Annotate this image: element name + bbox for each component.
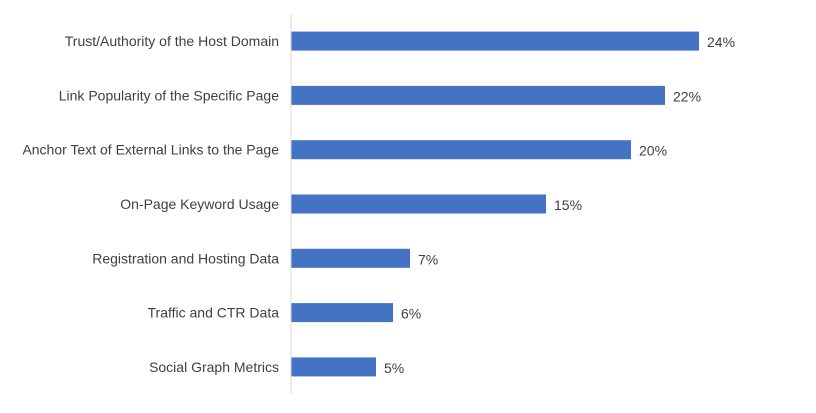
bars-layer xyxy=(291,31,699,377)
category-label: On-Page Keyword Usage xyxy=(120,196,279,212)
value-label: 15% xyxy=(554,197,582,213)
value-label: 5% xyxy=(384,360,404,376)
bar-3 xyxy=(291,194,546,214)
value-label: 20% xyxy=(639,143,667,159)
category-label: Anchor Text of External Links to the Pag… xyxy=(22,142,279,158)
category-label: Registration and Hosting Data xyxy=(92,250,279,266)
bar-2 xyxy=(291,140,631,160)
category-label: Traffic and CTR Data xyxy=(148,305,280,321)
bar-5 xyxy=(291,303,393,323)
value-labels-layer: 24% 22% 20% 15% 7% 6% 5% xyxy=(384,34,735,376)
bar-1 xyxy=(291,85,665,105)
category-label: Trust/Authority of the Host Domain xyxy=(65,33,279,49)
bar-6 xyxy=(291,357,376,377)
value-label: 6% xyxy=(401,306,421,322)
value-label: 7% xyxy=(418,251,438,267)
value-label: 24% xyxy=(707,34,735,50)
value-label: 22% xyxy=(673,88,701,104)
category-labels-layer: Trust/Authority of the Host Domain Link P… xyxy=(22,33,279,375)
bar-4 xyxy=(291,248,410,268)
category-label: Social Graph Metrics xyxy=(149,359,279,375)
bar-0 xyxy=(291,31,699,51)
category-label: Link Popularity of the Specific Page xyxy=(59,87,279,103)
